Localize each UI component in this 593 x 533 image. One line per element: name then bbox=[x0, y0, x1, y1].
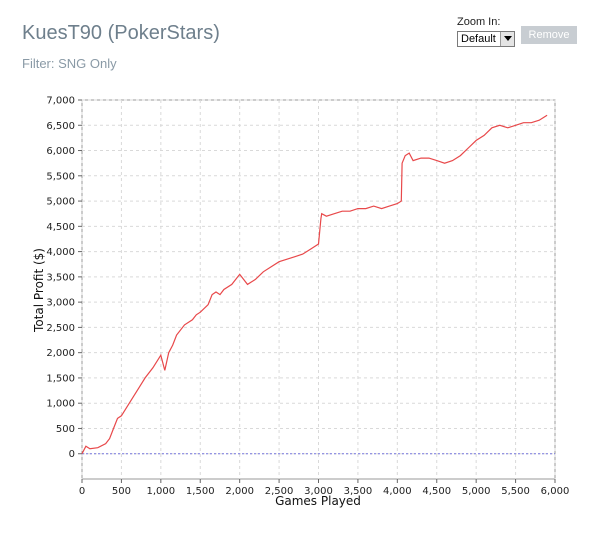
x-tick-label: 2,000 bbox=[225, 486, 254, 497]
y-tick-label: 3,000 bbox=[46, 298, 75, 309]
y-tick-label: 1,500 bbox=[46, 373, 75, 384]
x-axis-ticks: 0 500 1,000 1,500 2,000 2,500 3,000 3,500 4,000 4… bbox=[79, 479, 570, 497]
y-tick-label: 500 bbox=[56, 424, 75, 435]
zoom-label: Zoom In: bbox=[457, 16, 501, 28]
filter-label: Filter: SNG Only bbox=[22, 56, 117, 71]
y-tick-label: 0 bbox=[69, 449, 75, 460]
chevron-down-icon[interactable] bbox=[500, 32, 514, 46]
plot-area bbox=[81, 99, 556, 480]
profit-series-line bbox=[81, 114, 548, 454]
y-tick-label: 3,500 bbox=[46, 272, 75, 283]
y-tick-label: 1,000 bbox=[46, 399, 75, 410]
x-tick-label: 6,000 bbox=[541, 486, 570, 497]
x-tick-label: 5,500 bbox=[501, 486, 530, 497]
y-tick-label: 6,500 bbox=[46, 121, 75, 132]
y-tick-label: 4,000 bbox=[46, 247, 75, 258]
y-tick-label: 5,500 bbox=[46, 171, 75, 182]
y-tick-label: 5,000 bbox=[46, 197, 75, 208]
x-tick-label: 0 bbox=[79, 486, 85, 497]
x-tick-label: 4,000 bbox=[383, 486, 412, 497]
x-tick-label: 1,500 bbox=[186, 486, 215, 497]
x-tick-label: 3,500 bbox=[344, 486, 373, 497]
y-tick-label: 4,500 bbox=[46, 222, 75, 233]
y-tick-label: 2,000 bbox=[46, 348, 75, 359]
x-tick-label: 500 bbox=[112, 486, 131, 497]
remove-button[interactable]: Remove bbox=[521, 26, 577, 44]
y-axis-label: Total Profit ($) bbox=[32, 248, 46, 333]
x-tick-label: 5,000 bbox=[462, 486, 491, 497]
x-tick-label: 3,000 bbox=[304, 486, 333, 497]
page-title: KuesT90 (PokerStars) bbox=[22, 22, 220, 44]
x-axis-label: Games Played bbox=[275, 494, 361, 508]
y-axis-ticks: 0 500 1,000 1,500 2,000 2,500 3,000 3,500 4,000 4… bbox=[46, 96, 82, 460]
y-tick-label: 2,500 bbox=[46, 323, 75, 334]
x-tick-label: 4,500 bbox=[422, 486, 451, 497]
zoom-select-value: Default bbox=[461, 33, 496, 45]
zoom-select[interactable]: Default bbox=[457, 31, 515, 47]
x-tick-label: 1,000 bbox=[147, 486, 176, 497]
grid-lines bbox=[81, 99, 556, 479]
x-tick-label: 2,500 bbox=[265, 486, 294, 497]
y-tick-label: 7,000 bbox=[46, 96, 75, 107]
y-tick-label: 6,000 bbox=[46, 146, 75, 157]
